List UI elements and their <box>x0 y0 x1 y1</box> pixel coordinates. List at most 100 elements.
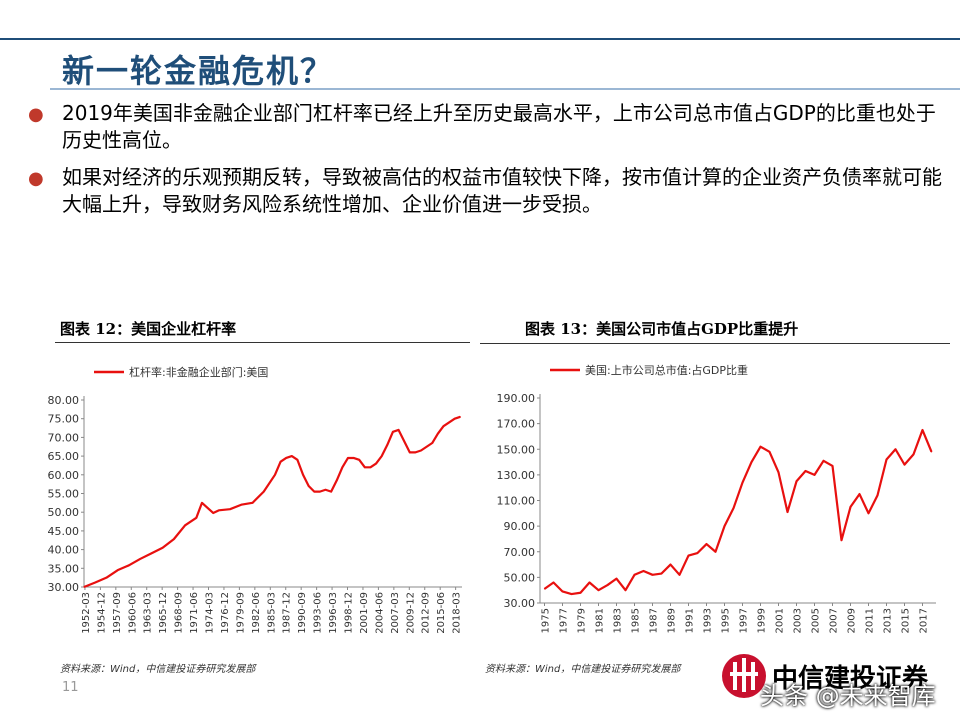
x-tick-label: 2001-09 <box>359 592 370 634</box>
data-point <box>831 465 834 467</box>
data-point <box>173 538 175 540</box>
x-tick-label: 1985 <box>631 608 642 633</box>
series-line <box>543 428 933 596</box>
y-tick-label: 90.00 <box>504 520 536 533</box>
x-tick-label: 1982-06 <box>251 592 262 634</box>
data-point <box>386 444 388 446</box>
x-tick-label: 2005 <box>811 608 822 633</box>
data-point <box>414 451 416 453</box>
company-logo <box>722 654 766 698</box>
x-tick-label: 1990-09 <box>297 592 308 634</box>
y-tick-label: 75.00 <box>48 413 80 426</box>
y-tick-label: 55.00 <box>48 488 80 501</box>
data-point <box>263 491 265 493</box>
data-point <box>759 446 762 448</box>
data-point <box>606 584 609 586</box>
left-caption-rule <box>55 342 470 343</box>
data-point <box>813 474 816 476</box>
data-point <box>105 577 108 579</box>
data-point <box>426 446 428 448</box>
x-tick-label: 1960-06 <box>127 592 138 634</box>
data-point <box>364 466 366 468</box>
y-tick-label: 60.00 <box>48 469 80 482</box>
data-point <box>336 479 338 482</box>
x-tick-label: 1995 <box>721 608 732 633</box>
x-tick-label: 2009 <box>847 608 858 633</box>
data-point <box>442 425 445 427</box>
data-point <box>324 489 327 491</box>
x-tick-label: 1957-09 <box>112 592 123 634</box>
x-tick-label: 2009-12 <box>405 592 416 634</box>
x-tick-label: 2003 <box>793 608 804 633</box>
x-tick-label: 1991 <box>685 608 696 633</box>
y-tick-label: 30.00 <box>48 581 80 594</box>
x-tick-label: 1979 <box>577 608 588 633</box>
data-point <box>876 494 879 496</box>
data-point <box>561 590 564 593</box>
data-point <box>308 485 310 487</box>
y-tick-label: 80.00 <box>48 394 80 407</box>
data-point <box>597 589 600 591</box>
data-point <box>714 551 717 553</box>
x-tick-label: 1974-03 <box>205 592 216 634</box>
x-tick-label: 1977 <box>559 608 570 633</box>
data-point <box>840 539 843 541</box>
data-point <box>570 593 573 595</box>
data-point <box>669 563 672 566</box>
data-point <box>358 459 360 461</box>
data-point <box>150 552 152 554</box>
x-tick-label: 2015-06 <box>436 592 447 634</box>
data-point <box>448 421 450 424</box>
x-tick-label: 1965-12 <box>158 592 169 634</box>
data-point <box>201 502 203 504</box>
data-point <box>375 462 377 465</box>
x-tick-label: 2004-06 <box>374 592 385 634</box>
data-point <box>633 574 636 576</box>
data-point <box>274 474 276 476</box>
data-point <box>431 442 433 444</box>
x-tick-label: 1987-12 <box>282 592 293 634</box>
y-tick-label: 45.00 <box>48 525 80 538</box>
page-title: 新一轮金融危机？ <box>62 52 335 90</box>
data-point <box>849 506 852 508</box>
data-point <box>139 558 141 560</box>
data-point <box>678 574 681 576</box>
header-rule <box>0 38 960 40</box>
y-tick-label: 50.00 <box>504 571 536 584</box>
x-tick-label: 2017 <box>919 608 930 633</box>
data-point <box>420 449 422 452</box>
y-tick-label: 50.00 <box>48 506 80 519</box>
data-point <box>867 512 870 514</box>
data-point <box>885 458 888 461</box>
data-point <box>459 416 461 418</box>
data-point <box>117 569 119 571</box>
data-point <box>642 570 645 572</box>
data-point <box>83 586 85 588</box>
data-point <box>786 511 789 513</box>
x-tick-label: 1999 <box>757 608 768 633</box>
data-point <box>162 547 164 549</box>
data-point <box>319 491 321 493</box>
data-point <box>579 592 582 594</box>
y-tick-label: 70.00 <box>504 546 536 559</box>
x-tick-label: 1971-06 <box>189 592 200 634</box>
x-tick-label: 1976-12 <box>220 592 231 634</box>
data-point <box>352 457 355 459</box>
data-point <box>381 455 383 457</box>
y-tick-label: 35.00 <box>48 562 80 575</box>
data-point <box>341 466 343 468</box>
bullet-text-1: 2019年美国非金融企业部门杠杆率已经上升至历史最高水平，上市公司总市值占GDP… <box>62 101 936 152</box>
data-point <box>296 459 299 461</box>
x-tick-label: 1981 <box>595 608 606 633</box>
right-caption-rule <box>480 343 950 344</box>
x-tick-label: 1989 <box>667 608 678 633</box>
data-point <box>369 466 372 468</box>
data-point <box>912 453 915 455</box>
x-tick-label: 1993-06 <box>313 592 324 634</box>
x-tick-label: 1975 <box>541 608 552 633</box>
data-point <box>240 504 242 506</box>
data-point <box>750 461 753 463</box>
title-underline <box>50 88 960 90</box>
data-point <box>392 431 394 433</box>
data-point <box>768 451 771 453</box>
